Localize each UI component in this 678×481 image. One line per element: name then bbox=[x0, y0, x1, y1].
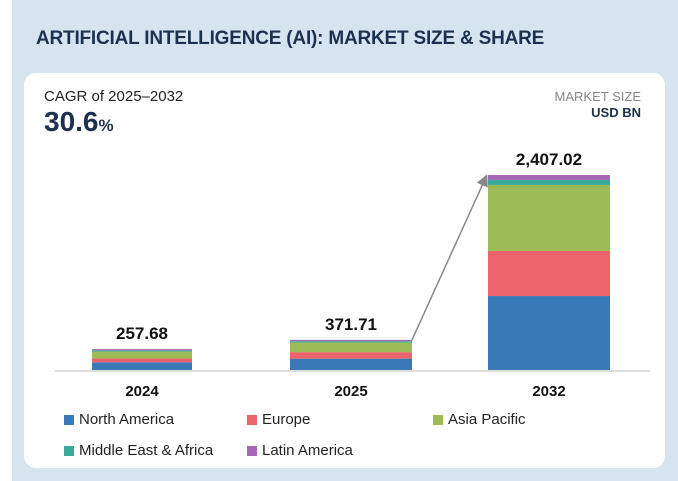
x-tick-label-2025: 2025 bbox=[334, 383, 367, 400]
market-size-unit: USD BN bbox=[591, 105, 641, 120]
legend-item: Middle East & Africa bbox=[64, 442, 213, 459]
bar-segment-2025-2 bbox=[290, 342, 412, 353]
cagr-unit: % bbox=[98, 116, 114, 135]
cagr-number: 30.6 bbox=[44, 106, 99, 137]
legend-label: North America bbox=[79, 411, 175, 428]
total-label-2032: 2,407.02 bbox=[516, 150, 582, 169]
cagr-label: CAGR of 2025–2032 bbox=[44, 88, 184, 105]
bar-segment-2025-3 bbox=[290, 341, 412, 343]
bar-segment-2032-0 bbox=[488, 296, 610, 370]
chart-title: ARTIFICIAL INTELLIGENCE (AI): MARKET SIZ… bbox=[36, 28, 545, 49]
bar-segment-2024-3 bbox=[92, 350, 192, 352]
bar-segment-2025-4 bbox=[290, 339, 412, 342]
bar-segment-2025-1 bbox=[290, 352, 412, 359]
x-tick-label-2024: 2024 bbox=[125, 383, 159, 400]
total-label-2025: 371.71 bbox=[325, 315, 377, 334]
bar-segment-2024-2 bbox=[92, 351, 192, 359]
bar-segment-2032-2 bbox=[488, 184, 610, 251]
cagr-value: 30.6% bbox=[44, 106, 114, 138]
legend-swatch bbox=[247, 414, 257, 425]
growth-arrow bbox=[411, 174, 488, 341]
bar-segment-2025-0 bbox=[290, 358, 412, 370]
bar-segment-2032-4 bbox=[488, 175, 610, 180]
bar-segment-2024-4 bbox=[92, 349, 192, 351]
legend-label: Asia Pacific bbox=[448, 411, 526, 428]
legend-item: Europe bbox=[247, 411, 310, 428]
market-size-label: MARKET SIZE bbox=[554, 89, 641, 104]
legend-swatch bbox=[64, 445, 74, 456]
bar-segment-2032-1 bbox=[488, 250, 610, 297]
legend-label: Middle East & Africa bbox=[79, 442, 214, 459]
legend-swatch bbox=[64, 414, 74, 425]
legend-swatch bbox=[247, 445, 257, 456]
bar-segment-2024-0 bbox=[92, 362, 192, 370]
legend-item: Latin America bbox=[247, 442, 353, 459]
legend-label: Latin America bbox=[262, 442, 353, 459]
bar-segment-2024-1 bbox=[92, 358, 192, 363]
total-label-2024: 257.68 bbox=[116, 324, 168, 343]
legend-item: Asia Pacific bbox=[433, 411, 526, 428]
x-tick-label-2032: 2032 bbox=[532, 383, 565, 400]
bar-segment-2032-3 bbox=[488, 179, 610, 185]
legend-label: Europe bbox=[262, 411, 311, 428]
legend-item: North America bbox=[64, 411, 174, 428]
legend-swatch bbox=[433, 414, 443, 425]
